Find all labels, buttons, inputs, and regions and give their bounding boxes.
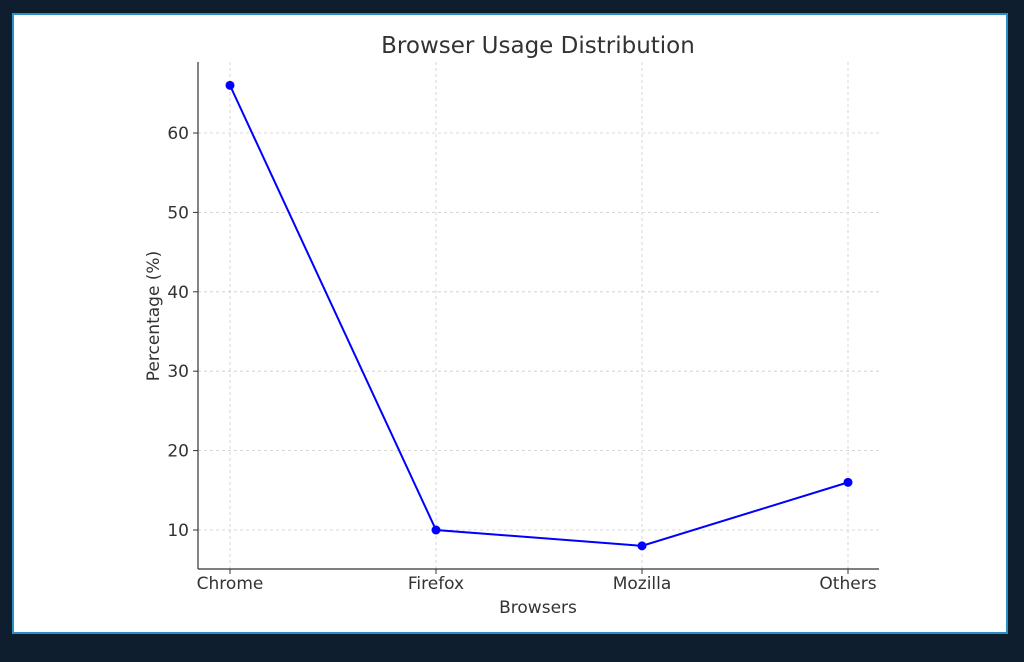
data-point-others — [843, 477, 853, 487]
x-ticks: Chrome Firefox Mozilla Others — [197, 574, 877, 594]
y-tick-label: 50 — [167, 203, 189, 223]
data-point-firefox — [431, 525, 441, 535]
y-tick-label: 40 — [167, 283, 189, 303]
chart-frame — [12, 13, 1008, 634]
x-tick-label: Others — [819, 574, 876, 594]
chart-title: Browser Usage Distribution — [381, 33, 695, 59]
y-tick-label: 20 — [167, 442, 189, 462]
y-ticks: 10 20 30 40 50 60 — [167, 124, 189, 541]
grid-layer — [198, 62, 879, 569]
x-tick-label: Firefox — [408, 574, 464, 594]
data-point-chrome — [225, 80, 235, 90]
y-tick-label: 30 — [167, 362, 189, 382]
series-line — [229, 84, 849, 547]
x-tick-label: Mozilla — [613, 574, 672, 594]
data-point-mozilla — [637, 541, 647, 551]
y-tick-label: 10 — [167, 521, 189, 541]
y-tick-label: 60 — [167, 124, 189, 144]
x-axis-label: Browsers — [499, 598, 577, 618]
series-layer — [225, 80, 853, 551]
x-tick-label: Chrome — [197, 574, 264, 594]
axes-layer — [193, 62, 879, 574]
y-axis-label: Percentage (%) — [144, 251, 164, 381]
